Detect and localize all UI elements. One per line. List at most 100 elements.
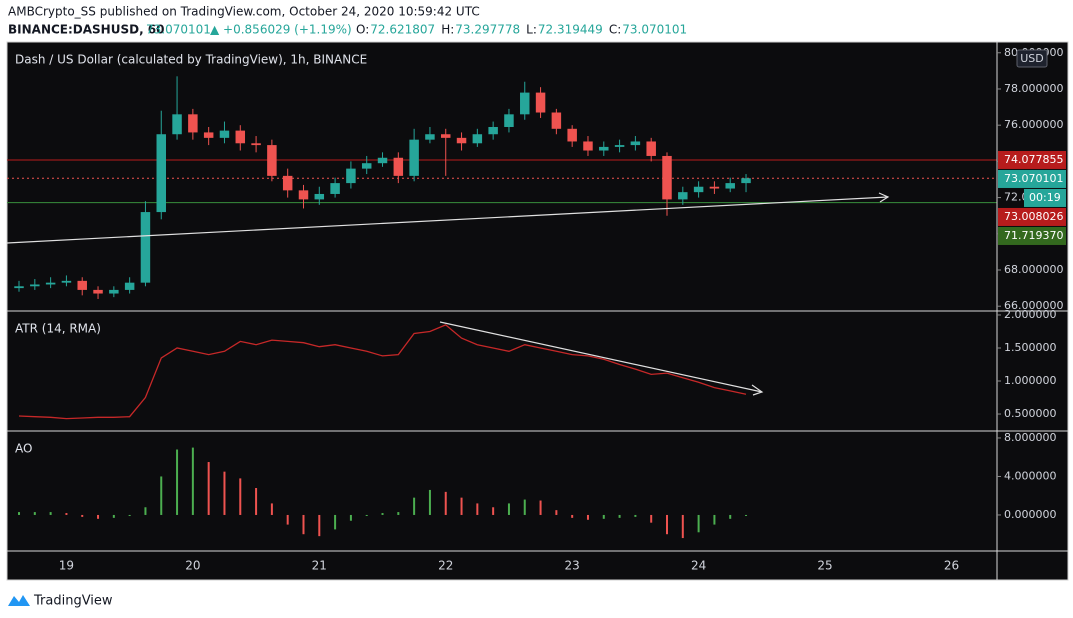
candle-body: [393, 157, 404, 176]
ao-bar: [112, 514, 115, 518]
ao-bar: [334, 514, 337, 530]
x-tick-label: 20: [185, 559, 200, 573]
y-tick-label: 66.000000: [1004, 299, 1064, 312]
candle-body: [282, 175, 293, 191]
y-tick-label: 68.000000: [1004, 263, 1064, 276]
ao-bar: [555, 510, 558, 515]
ao-bar: [444, 491, 447, 515]
candle-body: [472, 134, 483, 144]
y-tick-label: 0.500000: [1004, 407, 1057, 420]
candle-body: [409, 139, 419, 176]
candle-body: [504, 114, 514, 127]
candle-body: [693, 186, 704, 193]
ohlc-value: 73.297778: [455, 23, 520, 37]
candle-body: [440, 134, 451, 138]
ao-bar: [97, 514, 100, 519]
price-label: 71.719370: [1004, 229, 1064, 242]
candle-body: [314, 193, 325, 200]
ao-bar: [349, 514, 352, 521]
y-tick-label: 1.500000: [1004, 341, 1057, 354]
ao-bar: [207, 462, 210, 515]
ao-bar: [413, 497, 416, 515]
ao-bar: [697, 514, 700, 533]
x-tick-label: 26: [944, 559, 959, 573]
ohlc-value: 72.319449: [538, 23, 603, 37]
candle-body: [567, 128, 577, 142]
price-change: ▲ +0.856029 (+1.19%): [210, 23, 352, 37]
price-label-box: [998, 226, 1066, 245]
ao-bar: [302, 514, 305, 535]
ao-bar: [223, 471, 226, 515]
ao-bar: [729, 514, 732, 519]
y-tick-label: 4.000000: [1004, 469, 1057, 482]
candle-body: [488, 126, 498, 135]
price-label-box: [998, 169, 1066, 188]
ao-bar: [602, 514, 605, 519]
ao-bar: [176, 449, 179, 515]
price-label: 73.070101: [1004, 172, 1064, 185]
candle-body: [646, 141, 656, 156]
candle-body: [330, 183, 340, 194]
x-tick-label: 23: [565, 559, 580, 573]
countdown-box: [1024, 188, 1066, 207]
ao-bar: [539, 500, 542, 515]
candle-body: [188, 114, 198, 133]
candle-body: [267, 145, 277, 176]
ao-bar: [286, 514, 289, 525]
candle-body: [109, 289, 119, 294]
ao-bar: [492, 507, 495, 515]
candle-body: [361, 163, 372, 169]
currency-box: [1016, 49, 1048, 68]
candle-body: [425, 134, 435, 140]
ao-bar: [650, 514, 653, 523]
y-tick-label: 78.000000: [1004, 82, 1064, 95]
candle-body: [614, 145, 625, 147]
ao-bar: [239, 478, 242, 515]
x-tick-label: 22: [438, 559, 453, 573]
ao-bar: [666, 514, 668, 535]
ao-bar: [428, 489, 431, 515]
candle-body: [30, 284, 40, 287]
ao-bar: [381, 513, 384, 515]
ohlc-value: 73.070101: [622, 23, 687, 37]
candle-body: [298, 190, 309, 200]
candle-body: [77, 280, 87, 290]
candle-body: [662, 155, 672, 200]
candle-body: [251, 143, 261, 146]
y-tick-label: 1.000000: [1004, 374, 1057, 387]
ao-bar: [318, 514, 321, 537]
ao-bar: [618, 514, 621, 518]
candle-body: [630, 141, 641, 146]
ohlc-values: O: 72.621807 H: 73.297778 L: 72.319449 C: 73.07…: [356, 23, 687, 37]
ohlc-key: L:: [526, 23, 537, 37]
ao-bar: [507, 503, 510, 515]
ao-bar: [255, 488, 258, 515]
ao-bar: [365, 514, 368, 516]
x-tick-label: 24: [691, 559, 706, 573]
trend-line: [6, 192, 890, 244]
ao-bar: [571, 514, 574, 518]
ao-bar: [49, 512, 52, 515]
candle-body: [93, 289, 103, 294]
last-price: 73.070101: [146, 23, 211, 37]
candle-body: [219, 130, 230, 138]
ao-bar: [586, 514, 589, 520]
candle-body: [346, 168, 356, 184]
ohlc-key: H:: [441, 23, 454, 37]
y-tick-label: 2.000000: [1004, 308, 1057, 321]
atr-trend-line: [439, 321, 764, 396]
ao-bar: [81, 514, 84, 517]
ao-bar: [191, 447, 194, 515]
ohlc-value: 72.621807: [370, 23, 435, 37]
candle-body: [172, 114, 182, 135]
atr-line: [18, 324, 747, 420]
ao-bar: [144, 507, 147, 515]
candle-body: [45, 282, 56, 285]
ao-bar: [681, 514, 684, 539]
ao-bar: [476, 503, 479, 515]
ao-bar: [128, 514, 131, 516]
pane-title: Dash / US Dollar (calculated by TradingV…: [15, 53, 367, 67]
ao-bar: [33, 512, 36, 515]
candle-body: [14, 286, 24, 289]
pane-title: AO: [15, 442, 32, 456]
